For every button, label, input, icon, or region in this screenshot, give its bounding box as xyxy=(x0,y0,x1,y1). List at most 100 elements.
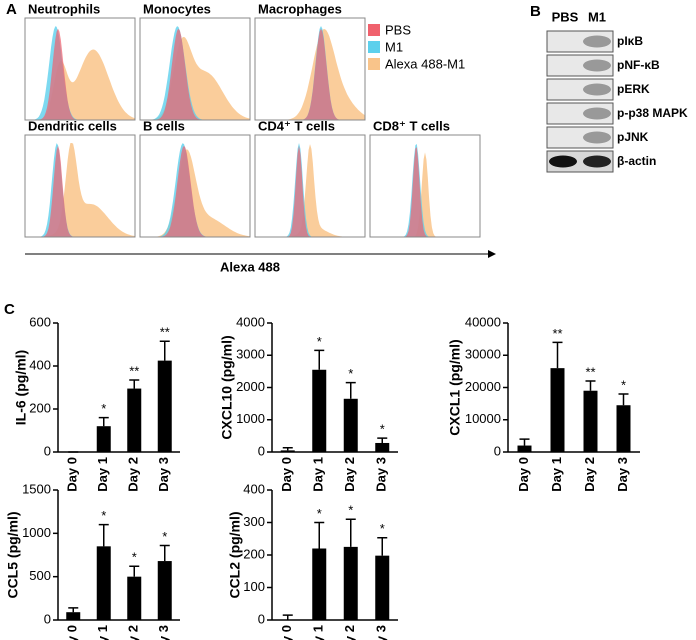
panel-label: A xyxy=(6,1,17,18)
y-tick-label: 600 xyxy=(29,314,51,329)
error-bar xyxy=(345,518,356,547)
significance: * xyxy=(101,401,106,416)
x-tick-label: Day 1 xyxy=(95,625,110,640)
blot-band xyxy=(583,107,611,120)
y-tick-label: 200 xyxy=(243,546,265,561)
error-bar xyxy=(129,565,140,577)
x-tick-label: Day 2 xyxy=(126,457,141,492)
significance: ** xyxy=(129,363,139,378)
y-axis-label: CCL5 (pg/ml) xyxy=(5,511,21,598)
y-tick-label: 0 xyxy=(44,443,51,458)
y-axis-label: CXCL1 (pg/ml) xyxy=(447,339,463,435)
y-tick-label: 0 xyxy=(258,443,265,458)
bar xyxy=(375,442,390,452)
panel-title: Dendritic cells xyxy=(28,118,117,133)
bar xyxy=(550,368,565,452)
histogram-frame xyxy=(254,17,366,121)
blot-label: pJNK xyxy=(617,130,649,144)
significance: * xyxy=(348,503,353,518)
histogram-frame xyxy=(139,17,251,121)
error-bar xyxy=(552,341,563,369)
histogram-frame xyxy=(139,134,251,238)
panel-title: B cells xyxy=(143,118,185,133)
y-tick-label: 0 xyxy=(258,611,265,626)
y-axis-label: CXCL10 (pg/ml) xyxy=(219,335,235,439)
blot-band xyxy=(583,35,611,48)
x-tick-label: Day 1 xyxy=(95,457,110,492)
histogram xyxy=(370,152,480,237)
significance: * xyxy=(162,529,167,544)
y-tick-label: 0 xyxy=(44,611,51,626)
x-tick-label: Day 1 xyxy=(549,457,564,492)
bar xyxy=(616,405,631,452)
significance: * xyxy=(132,550,137,565)
significance: ** xyxy=(552,326,562,341)
significance: ** xyxy=(160,325,170,340)
bar xyxy=(96,546,111,620)
bar xyxy=(96,426,111,452)
x-tick-label: Day 3 xyxy=(615,457,630,492)
x-tick-label: Day 1 xyxy=(311,457,326,492)
x-tick-label: Day 2 xyxy=(582,457,597,492)
error-bar xyxy=(519,438,530,446)
histogram xyxy=(140,145,250,237)
histogram xyxy=(140,149,250,237)
bar xyxy=(127,388,142,452)
x-tick-label: Day 3 xyxy=(374,625,389,640)
histogram xyxy=(25,49,135,120)
blot-label: pIκB xyxy=(617,34,643,48)
x-axis-label: Alexa 488 xyxy=(220,259,280,274)
panel-label: C xyxy=(4,301,15,318)
y-tick-label: 20000 xyxy=(465,379,501,394)
significance: * xyxy=(380,422,385,437)
error-bar xyxy=(314,521,325,549)
error-bar xyxy=(345,381,356,399)
panel-title: CD8⁺ T cells xyxy=(373,118,450,133)
histogram-frame xyxy=(369,134,481,238)
bar xyxy=(157,561,172,620)
histogram xyxy=(25,143,135,237)
histogram xyxy=(25,145,135,237)
histogram xyxy=(140,36,250,120)
y-tick-label: 1500 xyxy=(22,481,51,496)
error-bar xyxy=(377,437,388,443)
y-tick-label: 3000 xyxy=(236,347,265,362)
blot-column: M1 xyxy=(588,9,606,24)
blot-band xyxy=(583,83,611,96)
error-bar xyxy=(159,544,170,562)
error-bar xyxy=(98,523,109,547)
y-tick-label: 4000 xyxy=(236,314,265,329)
error-bar xyxy=(282,447,293,451)
panel-title: CD4⁺ T cells xyxy=(258,118,335,133)
significance: * xyxy=(317,334,322,349)
error-bar xyxy=(314,349,325,370)
significance: ** xyxy=(585,364,595,379)
legend-label: M1 xyxy=(385,39,403,54)
blot-label: pERK xyxy=(617,82,650,96)
legend-swatch xyxy=(368,41,380,53)
error-bar xyxy=(129,379,140,389)
error-bar xyxy=(282,614,293,620)
legend-swatch xyxy=(368,24,380,36)
error-bar xyxy=(618,393,629,406)
bar xyxy=(312,369,327,452)
arrow-head xyxy=(488,250,496,258)
x-tick-label: Day 0 xyxy=(65,625,80,640)
blot-label: β-actin xyxy=(617,154,656,168)
error-bar xyxy=(377,537,388,556)
significance: * xyxy=(621,377,626,392)
bar xyxy=(312,548,327,620)
y-tick-label: 10000 xyxy=(465,411,501,426)
x-tick-label: Day 2 xyxy=(126,625,141,640)
significance: * xyxy=(317,506,322,521)
significance: * xyxy=(380,521,385,536)
panel-title: Neutrophils xyxy=(28,1,100,16)
y-axis-label: CCL2 (pg/ml) xyxy=(227,511,243,598)
bar xyxy=(517,445,532,452)
histogram-frame xyxy=(254,134,366,238)
legend-label: PBS xyxy=(385,22,411,37)
x-tick-label: Day 0 xyxy=(516,457,531,492)
y-tick-label: 100 xyxy=(243,579,265,594)
bar xyxy=(157,360,172,452)
blot-column: PBS xyxy=(552,9,579,24)
